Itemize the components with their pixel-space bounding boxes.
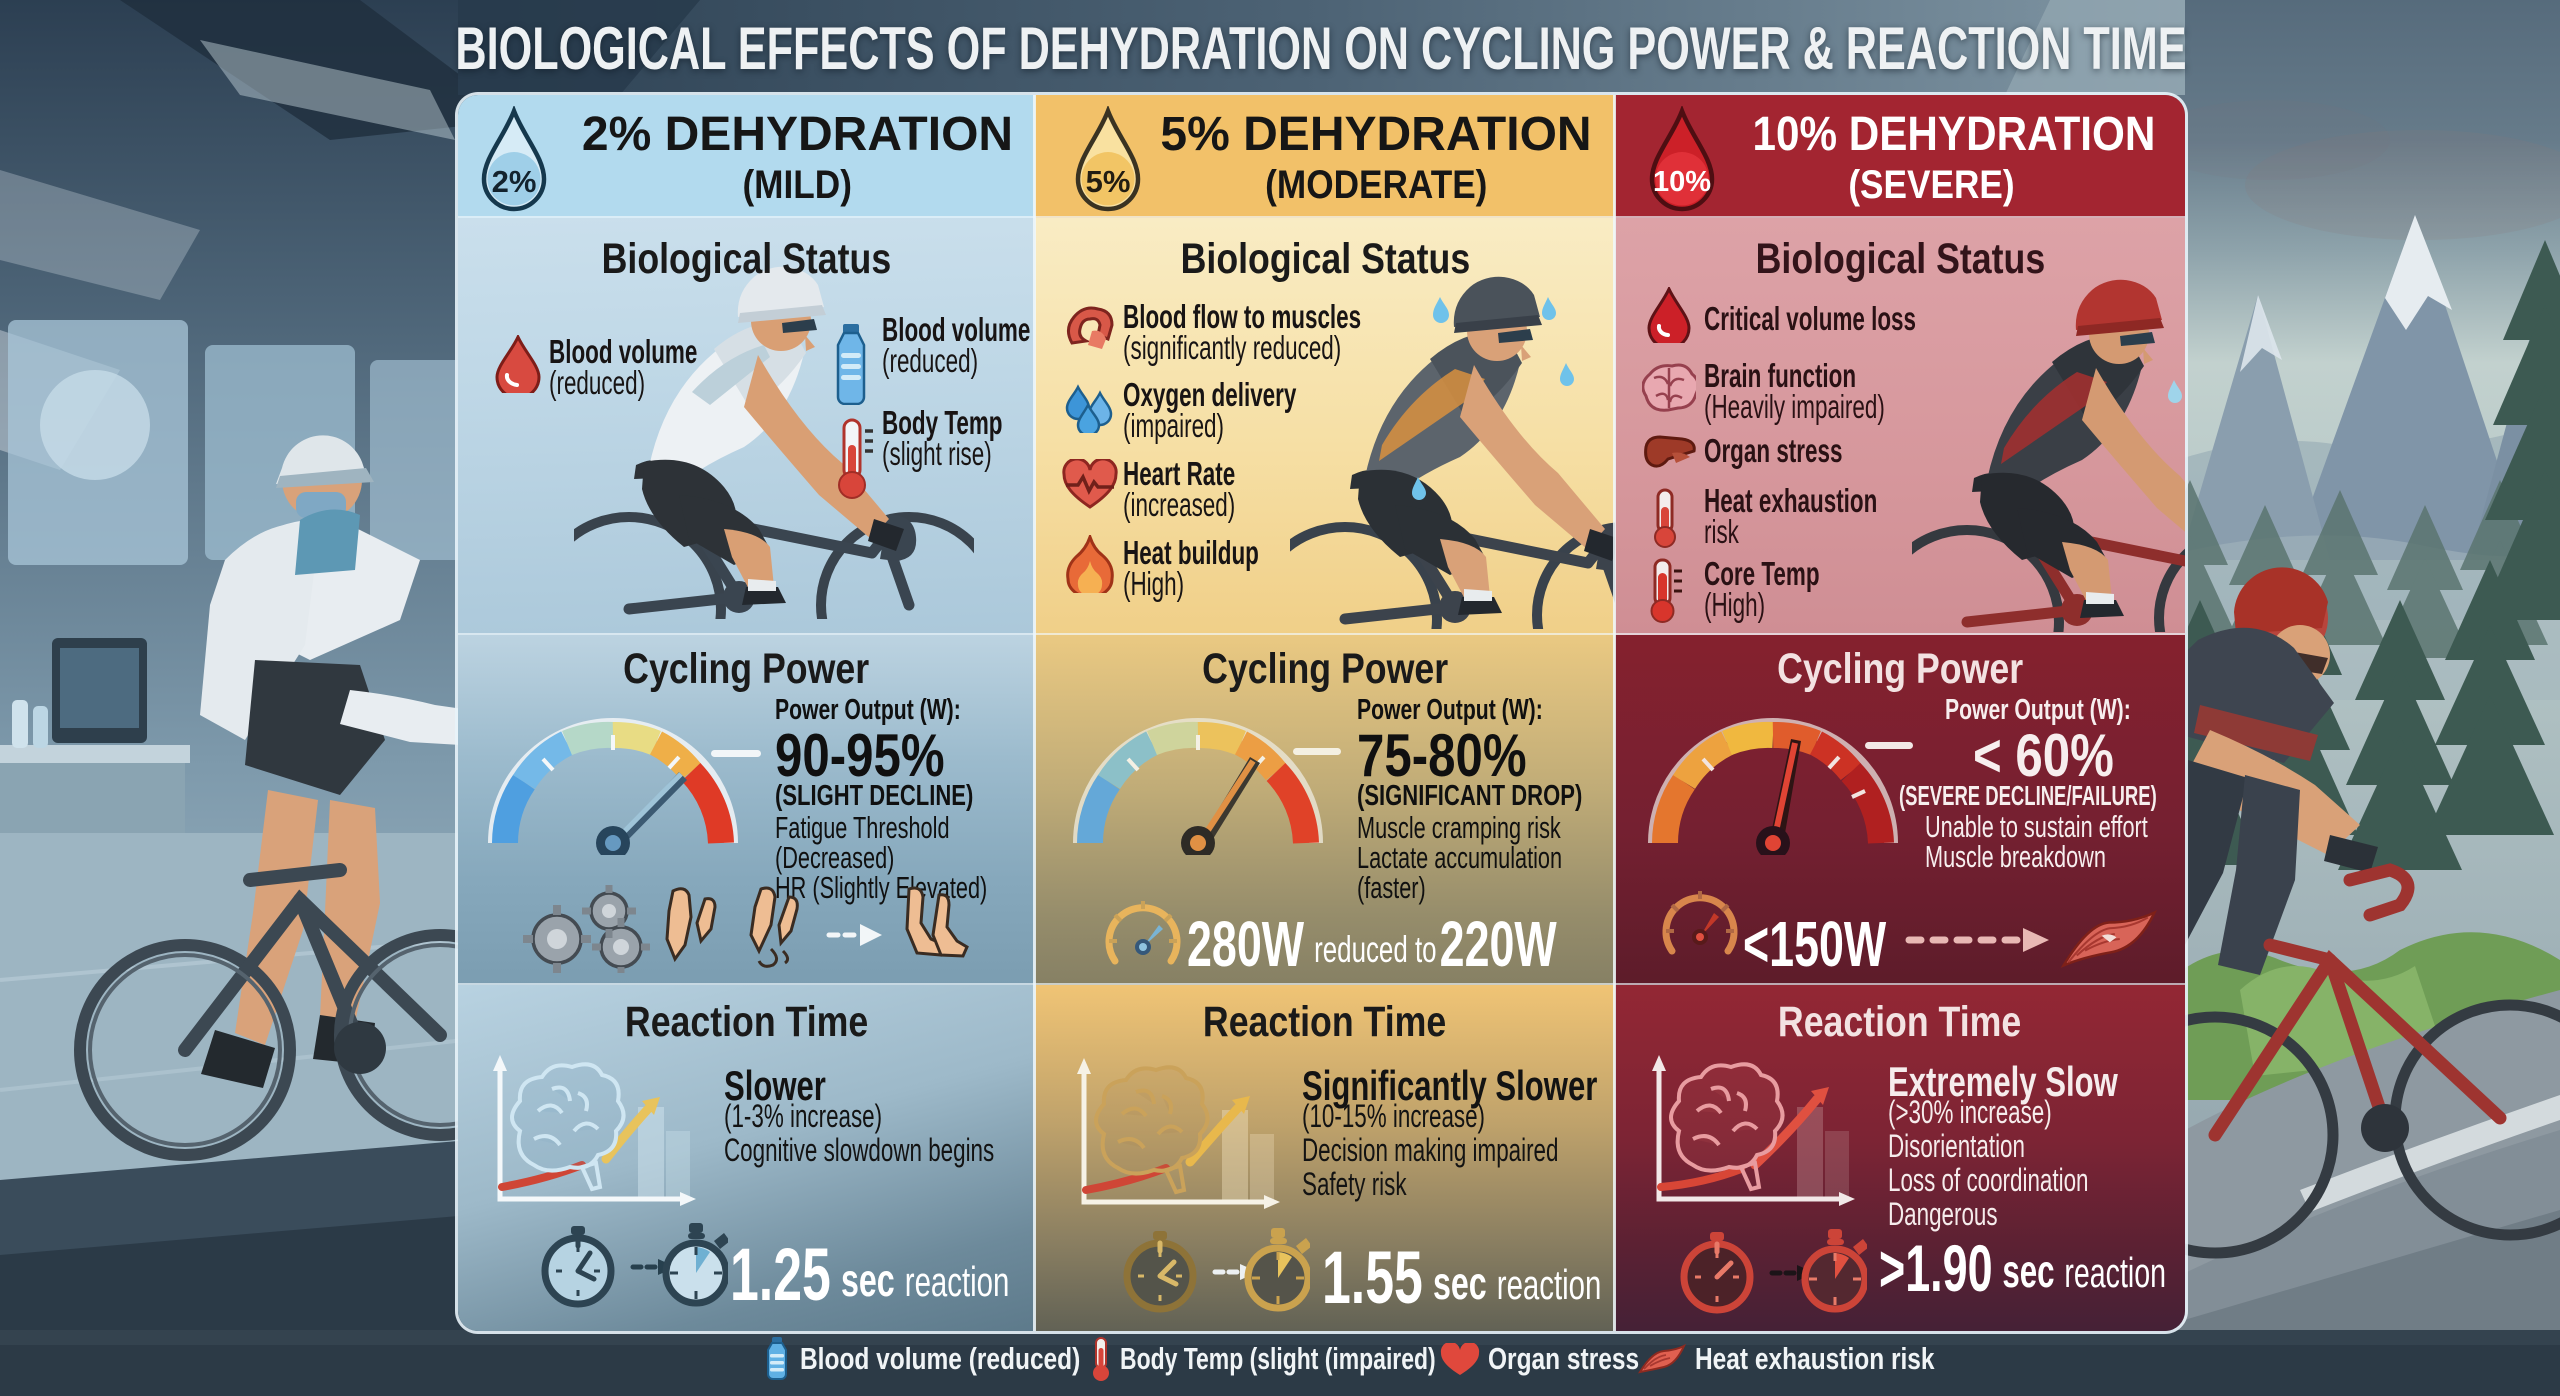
svg-text:2%: 2% bbox=[492, 164, 537, 199]
svg-text:5%: 5% bbox=[1086, 164, 1131, 199]
svg-text:10%: 10% bbox=[1653, 166, 1711, 198]
